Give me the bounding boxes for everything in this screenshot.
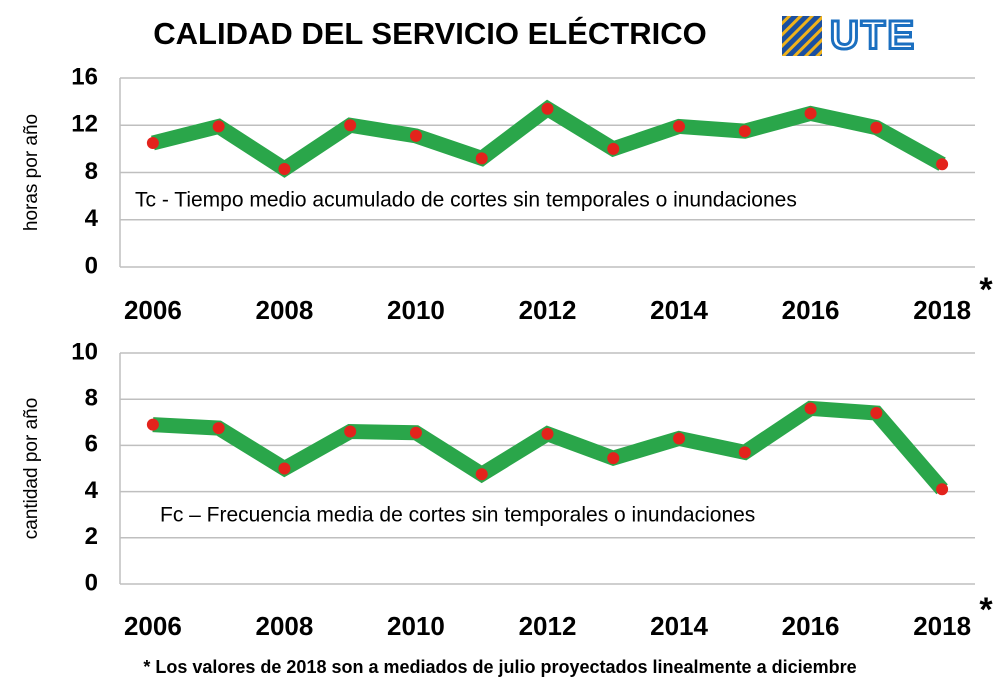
- x-tick-label: 2016: [782, 295, 840, 325]
- footnote-marker: *: [979, 271, 993, 309]
- data-line: [152, 400, 948, 495]
- data-point: [146, 418, 159, 431]
- x-tick-label: 2006: [124, 611, 182, 641]
- data-point: [344, 425, 357, 438]
- data-line: [151, 99, 946, 178]
- y-tick-label: 4: [85, 205, 99, 232]
- data-point: [738, 125, 751, 138]
- data-point: [541, 102, 554, 115]
- y-tick-label: 12: [71, 111, 98, 138]
- x-tick-label: 2008: [256, 611, 314, 641]
- y-tick-label: 10: [71, 338, 98, 365]
- data-point: [673, 432, 686, 445]
- y-axis-label: horas por año: [21, 114, 42, 231]
- y-tick-label: 0: [85, 569, 98, 596]
- data-point: [804, 402, 817, 415]
- data-point: [212, 422, 225, 435]
- data-point: [936, 483, 949, 496]
- x-tick-label: 2012: [519, 611, 577, 641]
- x-tick-label: 2014: [650, 295, 708, 325]
- logo-icon: [782, 16, 822, 56]
- data-point: [344, 119, 357, 132]
- data-point: [870, 121, 883, 134]
- annotation: Fc – Frecuencia media de cortes sin temp…: [160, 504, 755, 527]
- x-tick-label: 2006: [124, 295, 182, 325]
- footnote-marker: *: [979, 591, 993, 629]
- page-title: CALIDAD DEL SERVICIO ELÉCTRICO: [153, 16, 706, 51]
- x-tick-label: 2018: [913, 295, 971, 325]
- y-tick-label: 0: [85, 252, 98, 279]
- y-tick-label: 8: [85, 158, 98, 185]
- data-point: [146, 136, 159, 149]
- x-tick-label: 2010: [387, 611, 445, 641]
- data-point: [409, 426, 422, 439]
- annotation: Tc - Tiempo medio acumulado de cortes si…: [135, 189, 797, 212]
- logo-text: UTE: [830, 14, 916, 58]
- data-point: [738, 446, 751, 459]
- x-tick-label: 2010: [387, 295, 445, 325]
- y-tick-label: 2: [85, 523, 98, 550]
- y-axis-label: cantidad por año: [21, 398, 42, 540]
- data-point: [278, 162, 291, 175]
- data-point: [541, 427, 554, 440]
- y-tick-label: 4: [85, 477, 99, 504]
- data-point: [475, 152, 488, 165]
- data-point: [278, 462, 291, 475]
- x-tick-label: 2018: [913, 611, 971, 641]
- x-tick-label: 2014: [650, 611, 708, 641]
- data-point: [804, 107, 817, 120]
- x-tick-label: 2016: [782, 611, 840, 641]
- data-point: [870, 407, 883, 420]
- data-point: [607, 142, 620, 155]
- footnote: * Los valores de 2018 son a mediados de …: [143, 657, 856, 677]
- y-tick-label: 8: [85, 385, 98, 412]
- data-point: [212, 120, 225, 133]
- x-tick-label: 2012: [519, 295, 577, 325]
- y-tick-label: 16: [71, 63, 98, 90]
- data-point: [607, 452, 620, 465]
- y-tick-label: 6: [85, 431, 98, 458]
- x-tick-label: 2008: [256, 295, 314, 325]
- data-point: [409, 129, 422, 142]
- data-point: [673, 120, 686, 133]
- data-point: [936, 158, 949, 171]
- data-point: [475, 468, 488, 481]
